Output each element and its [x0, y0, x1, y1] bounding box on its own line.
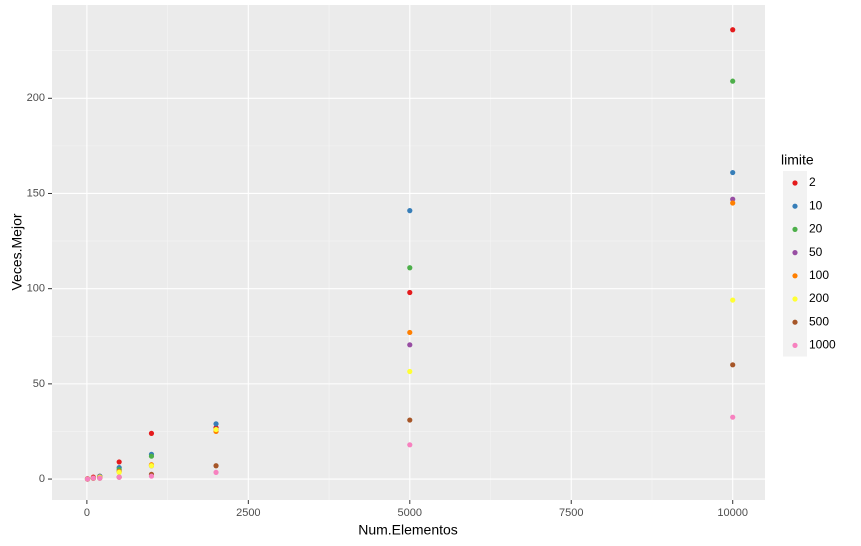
x-tick-label: 7500 — [559, 507, 583, 519]
point — [407, 442, 413, 448]
point — [97, 475, 103, 481]
legend-key — [792, 226, 798, 232]
legend-key — [792, 250, 798, 256]
x-tick-label: 2500 — [236, 507, 260, 519]
point — [148, 463, 155, 469]
point — [730, 196, 736, 202]
legend-key — [792, 203, 798, 209]
legend-label: 20 — [809, 222, 823, 236]
plot-panel — [52, 5, 765, 500]
point — [213, 463, 219, 469]
legend-label: 500 — [809, 314, 829, 328]
point — [730, 78, 736, 84]
legend-label: 1000 — [809, 338, 836, 352]
point — [730, 414, 736, 420]
y-tick-label: 150 — [27, 187, 45, 199]
point — [407, 329, 413, 336]
legend-key — [792, 319, 798, 325]
legend-key — [792, 342, 798, 348]
point — [730, 362, 736, 368]
y-tick-label: 0 — [39, 473, 45, 485]
x-tick-label: 5000 — [398, 507, 422, 519]
legend-label: 2 — [809, 175, 816, 189]
y-tick-label: 50 — [33, 378, 45, 390]
point — [116, 459, 122, 465]
legend-label: 10 — [809, 198, 823, 212]
point — [116, 469, 122, 475]
point — [407, 368, 413, 375]
y-tick-label: 200 — [27, 92, 45, 104]
point — [407, 342, 413, 348]
point — [407, 417, 413, 423]
point — [407, 289, 413, 296]
y-axis-title: Veces.Mejor — [9, 213, 25, 290]
legend-label: 200 — [809, 291, 829, 305]
legend-label: 50 — [809, 245, 823, 259]
x-axis-title: Num.Elementos — [358, 522, 458, 538]
point — [84, 476, 91, 482]
x-tick-label: 10000 — [717, 507, 748, 519]
y-tick-label: 100 — [27, 283, 45, 295]
point — [407, 208, 413, 214]
legend-title: limite — [781, 152, 814, 168]
point — [90, 475, 96, 481]
point — [730, 200, 736, 206]
legend-key — [792, 273, 798, 279]
point — [116, 474, 122, 480]
point — [730, 297, 736, 303]
point — [148, 473, 155, 479]
point — [730, 27, 736, 33]
point — [407, 265, 413, 271]
point — [213, 421, 219, 427]
point — [213, 426, 219, 433]
point — [730, 169, 736, 176]
x-tick-label: 0 — [84, 507, 90, 519]
point — [148, 430, 155, 436]
legend-key — [792, 296, 798, 302]
legend-key-background — [783, 171, 807, 357]
legend-key — [792, 180, 798, 186]
point — [213, 469, 219, 475]
legend-label: 100 — [809, 268, 829, 282]
point — [148, 453, 155, 459]
